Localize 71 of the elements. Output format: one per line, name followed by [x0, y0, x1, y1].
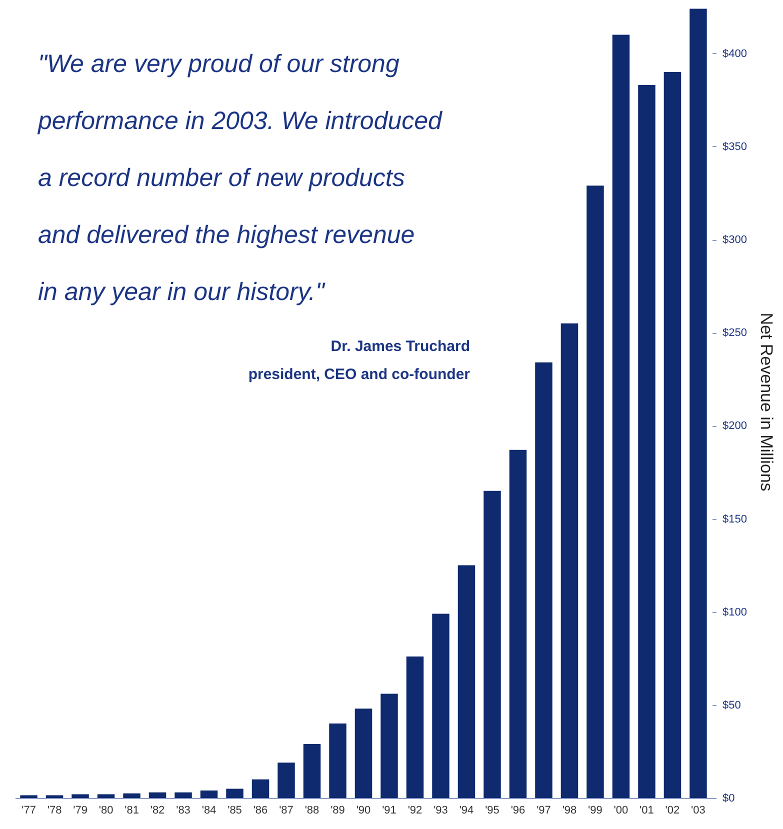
annotation: "We are very proud of our strong: [38, 50, 400, 79]
bar: [354, 708, 372, 798]
y-tick-label: $400: [722, 48, 747, 60]
x-tick-label: '95: [485, 804, 500, 816]
y-tick-label: $100: [722, 606, 747, 618]
y-tick-label: $150: [722, 513, 747, 526]
x-tick-label: '90: [356, 804, 371, 816]
bar: [329, 724, 346, 798]
bar: [123, 793, 140, 798]
x-tick-label: '94: [459, 804, 474, 816]
x-tick-label: '82: [150, 804, 165, 816]
y-tick-label: $50: [722, 699, 741, 712]
annotation: a record number of new products: [38, 164, 405, 193]
x-tick-label: '99: [588, 804, 602, 816]
x-tick-label: '02: [665, 804, 680, 816]
x-tick-label: '96: [510, 804, 526, 816]
bar: [432, 614, 450, 798]
bar: [200, 790, 218, 798]
x-tick-label: '83: [176, 804, 190, 816]
x-tick-label: '92: [408, 804, 422, 816]
bar: [560, 323, 578, 798]
x-tick-label: '03: [691, 804, 706, 816]
y-tick-label: $300: [722, 234, 747, 246]
x-tick-label: '86: [253, 804, 268, 816]
x-tick-label: '79: [73, 804, 88, 816]
bar: [690, 8, 707, 798]
x-tick-label: '98: [562, 804, 577, 816]
bar: [46, 795, 64, 798]
x-tick-label: '84: [202, 804, 216, 816]
bar: [97, 794, 115, 798]
bar: [664, 72, 682, 798]
y-tick-label: $250: [722, 327, 747, 340]
bar: [174, 792, 192, 798]
bar: [252, 779, 270, 798]
y-tick-label: $200: [722, 420, 747, 432]
bar: [535, 362, 552, 798]
bar: [612, 34, 630, 798]
bar: [226, 788, 244, 798]
bar: [406, 656, 424, 798]
x-tick-label: '01: [640, 804, 654, 816]
x-tick-label: '77: [22, 804, 36, 816]
x-tick-label: '78: [47, 804, 62, 816]
bar: [586, 186, 604, 798]
bar: [638, 85, 656, 798]
y-axis-title: Net Revenue in Millions: [756, 312, 776, 492]
x-tick-label: '87: [279, 804, 294, 816]
annotation: and delivered the highest revenue: [38, 221, 415, 250]
bar: [484, 490, 501, 798]
y-tick-label: $0: [722, 792, 735, 804]
x-tick-label: '93: [434, 804, 448, 816]
x-tick-label: '97: [536, 804, 551, 816]
x-tick-label: '91: [382, 804, 396, 816]
bar: [458, 565, 476, 798]
bar: [278, 762, 295, 798]
x-tick-label: '80: [98, 804, 114, 816]
x-tick-label: '85: [228, 804, 242, 816]
bar: [148, 792, 166, 798]
bar: [72, 794, 89, 798]
bar: [380, 694, 398, 798]
annotation: president, CEO and co-founder: [248, 366, 470, 383]
x-tick-label: '89: [330, 804, 345, 816]
bar: [20, 795, 38, 798]
bar: [509, 450, 527, 798]
y-tick-label: $350: [722, 140, 747, 153]
annotation: in any year in our history.": [38, 278, 324, 307]
bar: [303, 744, 321, 798]
annotation: performance in 2003. We introduced: [38, 107, 442, 136]
x-tick-label: '00: [614, 804, 628, 816]
x-tick-label: '81: [124, 804, 139, 816]
x-tick-label: '88: [304, 804, 320, 816]
annotation: Dr. James Truchard: [330, 338, 470, 355]
